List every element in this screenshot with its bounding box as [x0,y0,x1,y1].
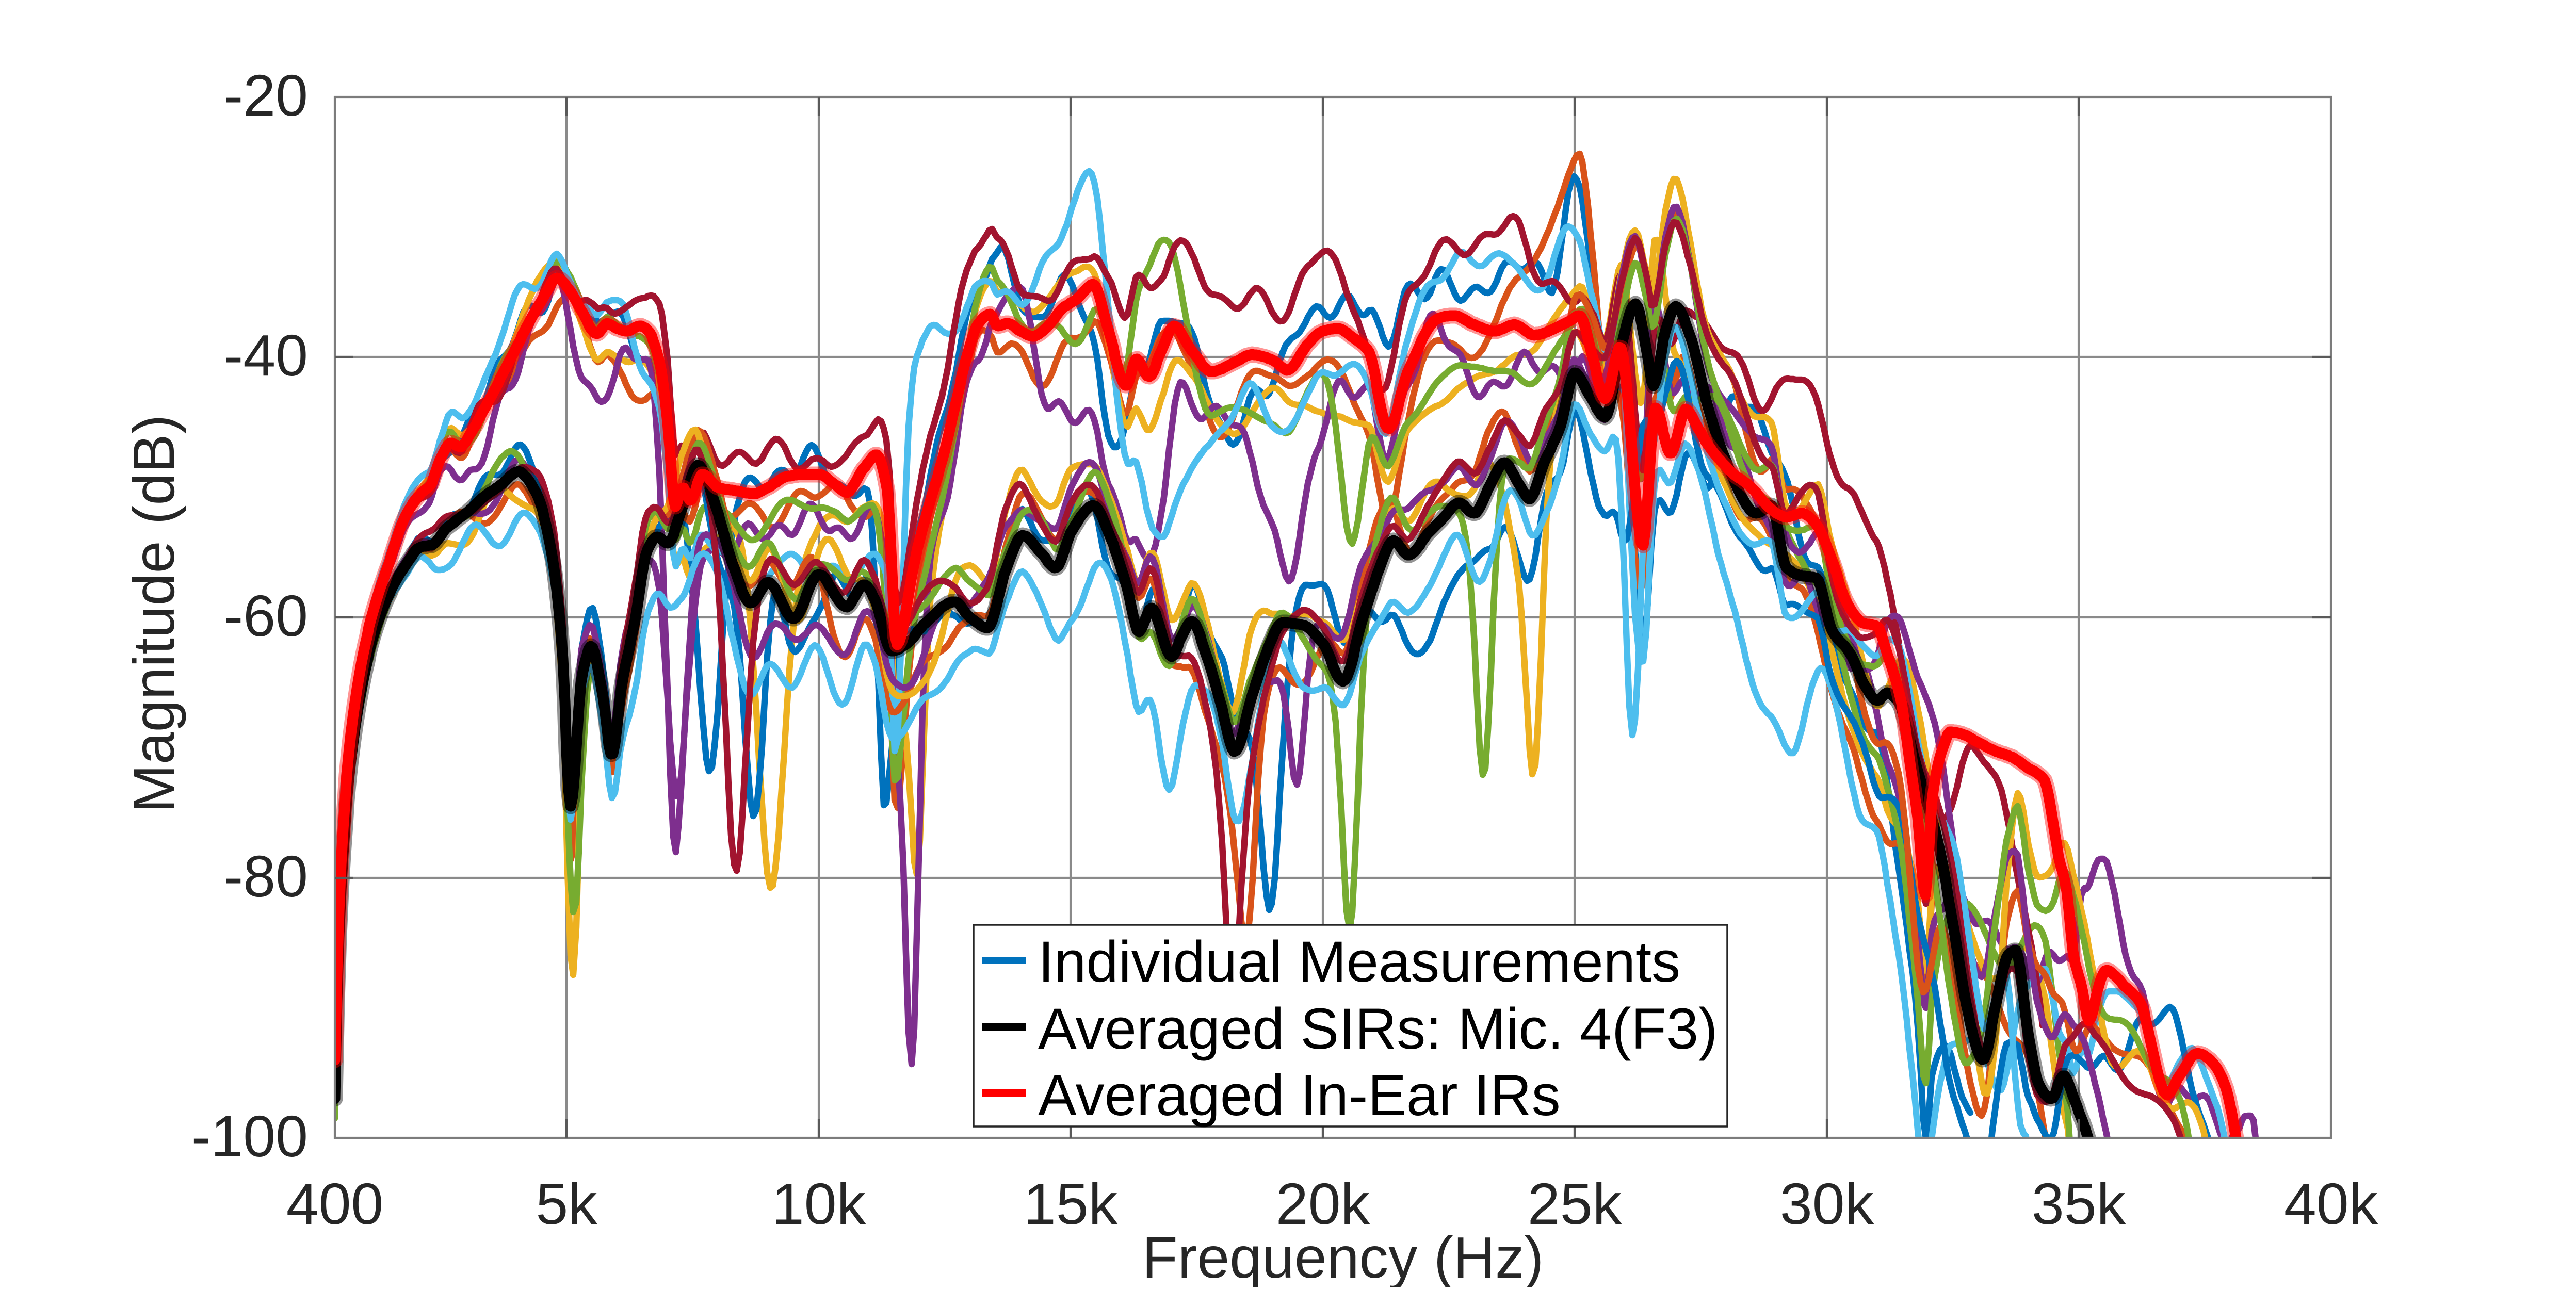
svg-text:-20: -20 [224,63,308,128]
svg-text:400: 400 [286,1171,384,1236]
svg-text:35k: 35k [2032,1171,2126,1236]
svg-text:20k: 20k [1276,1171,1370,1236]
svg-text:15k: 15k [1024,1171,1118,1236]
svg-text:40k: 40k [2284,1171,2378,1236]
svg-text:30k: 30k [1780,1171,1874,1236]
svg-text:Averaged In-Ear IRs: Averaged In-Ear IRs [1038,1063,1561,1128]
svg-text:Individual Measurements: Individual Measurements [1038,929,1680,994]
svg-text:-40: -40 [224,323,308,388]
svg-text:-60: -60 [224,583,308,648]
svg-text:-80: -80 [224,844,308,909]
svg-text:10k: 10k [772,1171,866,1236]
svg-text:-100: -100 [191,1104,308,1169]
svg-text:Magnitude (dB): Magnitude (dB) [121,415,186,813]
svg-text:Frequency (Hz): Frequency (Hz) [1142,1225,1544,1287]
svg-text:Averaged SIRs: Mic. 4(F3): Averaged SIRs: Mic. 4(F3) [1038,997,1718,1061]
svg-text:5k: 5k [536,1171,597,1236]
svg-text:25k: 25k [1528,1171,1622,1236]
